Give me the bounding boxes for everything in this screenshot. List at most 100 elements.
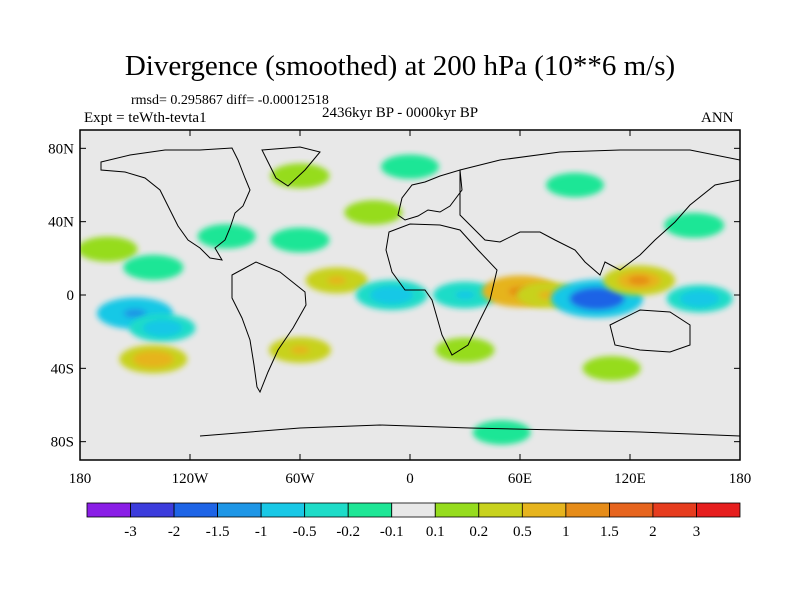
field-blob — [270, 227, 330, 253]
coastlines — [100, 146, 740, 437]
colorbar-label: -1 — [255, 524, 268, 540]
colorbar-swatch — [217, 502, 262, 518]
field-blob-core — [689, 294, 710, 303]
field-blob-outer — [80, 236, 138, 262]
coastline-australia — [609, 309, 691, 353]
x-tick-label: 180 — [729, 471, 752, 487]
colorbar-label: 2 — [649, 524, 657, 540]
colorbar-label: -3 — [124, 524, 137, 540]
field-blob-outer — [123, 254, 184, 281]
field-blob — [435, 337, 495, 363]
y-axis: 80N 40N 0 40S 80S — [48, 141, 740, 451]
field-blob — [472, 420, 531, 445]
field-blob-core — [143, 354, 164, 364]
y-tick-label: 40S — [51, 361, 74, 377]
colorbar-label: 0.1 — [426, 524, 445, 540]
coastline-asia — [459, 149, 740, 276]
colorbar-label: -0.2 — [336, 524, 360, 540]
field-blob-core — [152, 323, 173, 333]
field-blob-outer — [270, 163, 330, 189]
field-blob-core — [380, 290, 403, 300]
colorbar-swatch — [696, 502, 741, 518]
colorbar-swatch — [86, 502, 131, 518]
field-blob — [119, 344, 188, 374]
field-blob — [381, 154, 439, 179]
field-blob-outer — [270, 227, 330, 253]
chart-subtitle: 2436kyr BP - 0000kyr BP — [322, 105, 479, 121]
field-blob — [269, 337, 331, 363]
x-tick-label: 180 — [69, 471, 92, 487]
field-blob — [123, 254, 184, 281]
experiment-label: Expt = teWth-tevta1 — [84, 110, 207, 126]
field-blob-outer — [492, 209, 548, 234]
field-blob — [129, 314, 196, 342]
x-tick-label: 60W — [285, 471, 315, 487]
colorbar-swatch — [260, 502, 306, 518]
colorbar-swatch — [521, 502, 567, 518]
field-blob — [270, 163, 330, 189]
colorbar-swatch — [434, 502, 480, 518]
field-blob — [492, 209, 548, 234]
colorbar-label: -0.5 — [293, 524, 317, 540]
colorbar-label: -1.5 — [206, 524, 230, 540]
field-blob — [80, 236, 138, 262]
field-blob — [355, 280, 428, 310]
divergence-field — [80, 154, 733, 445]
field-blob-core — [290, 346, 310, 354]
colorbar-label: -0.1 — [380, 524, 404, 540]
field-blob — [551, 279, 643, 318]
field-blob-core — [327, 276, 346, 285]
coastline-greenland — [261, 146, 321, 187]
colorbar: -3 -2 -1.5 -1 -0.5 -0.2 -0.1 0.1 0.2 0.5 1 1.5 2 3 — [86, 502, 741, 540]
colorbar-label: 0.5 — [513, 524, 532, 540]
y-tick-label: 80S — [51, 435, 74, 451]
colorbar-swatch — [565, 502, 610, 518]
colorbar-swatch — [652, 502, 697, 518]
field-blob-outer — [664, 212, 725, 238]
field-blob-outer — [435, 337, 495, 363]
field-blob — [603, 265, 676, 296]
season-label: ANN — [701, 110, 734, 126]
colorbar-swatch — [130, 502, 175, 518]
colorbar-label: 1 — [562, 524, 570, 540]
colorbar-swatch — [304, 502, 349, 518]
x-tick-label: 120W — [172, 471, 210, 487]
y-tick-label: 0 — [67, 288, 75, 304]
coastline-north-america — [100, 147, 251, 261]
colorbar-label: -2 — [168, 524, 181, 540]
colorbar-swatch — [391, 502, 436, 518]
field-blob-outer — [472, 420, 531, 445]
coastline-europe — [397, 169, 463, 221]
x-tick-label: 0 — [406, 471, 414, 487]
field-blob-core — [123, 308, 147, 319]
field-blob-core — [583, 292, 611, 305]
x-axis: 180 120W 60W 0 60E 120E 180 — [69, 130, 752, 487]
field-blob — [433, 281, 497, 309]
stats-text: rmsd= 0.295867 diff= -0.00012518 — [131, 93, 329, 108]
colorbar-swatch — [609, 502, 654, 518]
field-blob — [666, 284, 733, 313]
field-blob — [305, 267, 368, 294]
y-tick-label: 80N — [48, 141, 74, 157]
field-blob-outer — [381, 154, 439, 179]
field-blob-outer — [582, 356, 641, 381]
field-blob-outer — [344, 200, 403, 225]
colorbar-swatch — [347, 502, 393, 518]
colorbar-label: 0.2 — [469, 524, 488, 540]
chart-title: Divergence (smoothed) at 200 hPa (10**6 … — [124, 50, 676, 82]
colorbar-swatch — [478, 502, 523, 518]
coastline-africa — [385, 223, 498, 356]
field-blob — [344, 200, 403, 225]
colorbar-swatch — [173, 502, 218, 518]
field-blob-outer — [546, 172, 604, 198]
field-blob-core — [455, 290, 475, 300]
y-tick-label: 40N — [48, 215, 74, 231]
field-blob-core — [628, 275, 650, 285]
colorbar-label: 1.5 — [600, 524, 619, 540]
colorbar-label: 3 — [693, 524, 701, 540]
field-blob — [546, 172, 604, 198]
field-blob — [664, 212, 725, 238]
coastline-antarctica — [199, 424, 740, 437]
x-tick-label: 120E — [614, 471, 646, 487]
